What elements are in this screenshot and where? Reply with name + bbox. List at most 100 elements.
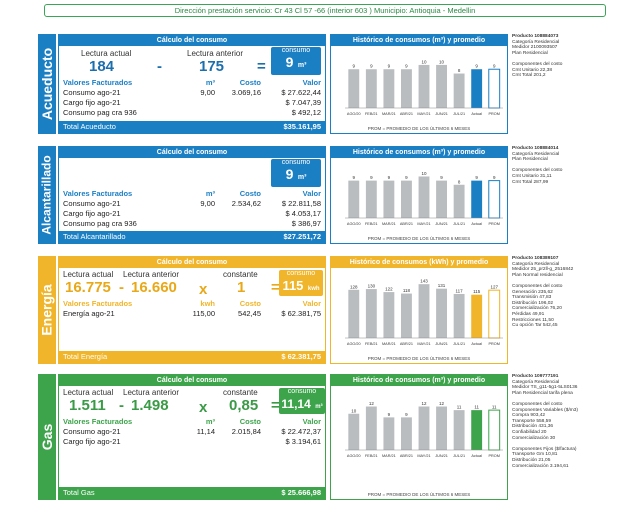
info-line: Transporte 558,59: [512, 418, 552, 424]
info-line: Cmt Unitario 31,11: [512, 173, 552, 179]
constante-label: constante: [223, 270, 258, 279]
equals-sign: =: [271, 279, 280, 296]
bar-mar-21: [383, 180, 395, 218]
consumo-label: consumo: [281, 159, 311, 166]
lectura-anterior-label: Lectura anterior: [123, 388, 180, 397]
info-line: Comercialización 3.194,61: [512, 463, 569, 469]
bar-feb-21: [365, 289, 377, 338]
alcantarillado-history-title: Histórico de consumos (m³) y promedio: [331, 147, 507, 158]
bar-feb-21: [365, 69, 377, 108]
bar-value-label: 9: [388, 64, 391, 69]
bar-jun-21: [436, 180, 447, 218]
consumo-label: consumo: [287, 388, 317, 395]
info-line: Cmt Total 201,2: [512, 73, 546, 79]
bar-jun-21: [436, 288, 447, 338]
month-label: Actual: [471, 454, 482, 458]
info-line: Transporte Gm 10,81: [512, 452, 558, 458]
month-label: AGO/20: [347, 222, 361, 226]
bar-value-label: 9: [405, 412, 408, 417]
bar-jun-21: [436, 406, 447, 450]
bar-feb-21: [365, 406, 377, 450]
energia-calc-title: Cálculo del consumo: [59, 257, 325, 268]
bar-prom: [488, 289, 501, 339]
lectura-actual-label: Lectura actual: [63, 388, 114, 397]
energia-info: Producto 108389107 Categoría Residencial M…: [512, 256, 610, 329]
bar-value-label: 10: [439, 59, 445, 64]
alcantarillado-tab: Alcantarillado: [38, 146, 56, 244]
month-label: FEB/21: [365, 454, 378, 458]
info-line: Producto 108884073: [512, 34, 559, 39]
consumo-value: 115: [282, 278, 304, 293]
info-line: Componentes del costo: [512, 168, 563, 174]
info-line: Componentes Fijos ($/factura): [512, 446, 577, 452]
table-row: Consumo pag cra 936 $ 492,12: [63, 108, 321, 117]
month-label: Actual: [471, 222, 482, 226]
alcantarillado-calc-title: Cálculo del consumo: [59, 147, 325, 158]
bar-value-label: 131: [438, 283, 446, 288]
table-header: Valores Facturados m³ Costo Valor: [63, 78, 321, 87]
info-line: Restricciones 11,50: [512, 317, 554, 323]
alcantarillado-calc-panel: Cálculo del consumo consumo 9 m³ Valores…: [58, 146, 326, 244]
month-label: AGO/20: [347, 112, 361, 116]
table-row: Cargo fijo ago-21 $ 4.053,17: [63, 209, 321, 218]
consumo-unit: kwh: [307, 286, 320, 292]
gas-info: Producto 109777191 Categoría Residencial M…: [512, 374, 610, 469]
info-line: Producto 108389107: [512, 256, 559, 261]
info-line: Confiabilidad 20: [512, 429, 547, 435]
bar-ago-20: [348, 289, 360, 338]
info-line: Compra 903,42: [512, 413, 546, 419]
bar-jul-21: [453, 184, 465, 218]
month-label: FEB/21: [365, 342, 378, 346]
consumo-value: 11,14: [281, 397, 311, 411]
bar-may-21: [418, 284, 430, 338]
bar-value-label: 10: [421, 171, 427, 176]
bar-prom: [488, 409, 501, 451]
info-line: Generación 235,62: [512, 289, 553, 295]
bar-ago-20: [348, 180, 360, 218]
times-sign: x: [199, 399, 208, 416]
gas-calc-panel: Cálculo del consumo Lectura actual Lectu…: [58, 374, 326, 500]
table-row: Consumo pag cra 936 $ 386,97: [63, 219, 321, 228]
lectura-anterior-value: 16.660: [131, 279, 177, 296]
gas-values-table: Valores Facturados m³ Costo Valor Consumo a…: [63, 417, 321, 447]
table-row: Consumo ago-21 9,00 3.069,16 $ 27.622,44: [63, 88, 321, 97]
bar-value-label: 10: [351, 408, 357, 413]
month-label: JUN/21: [435, 222, 448, 226]
bar-value-label: 11: [492, 405, 497, 410]
info-line: Producto 108884014: [512, 146, 559, 151]
info-line: Medidor 2100093507: [512, 45, 558, 51]
info-line: Componentes del costo: [512, 61, 563, 67]
lectura-anterior-value: 175: [199, 58, 225, 75]
gas-history-chart: 10 AGO/20 12 FEB/21 9 MAR/21 9 ABR/21 12 MAY/21 12…: [345, 401, 503, 458]
lectura-actual-label: Lectura actual: [63, 270, 114, 279]
info-line: Categoría Residencial: [512, 379, 560, 385]
month-label: FEB/21: [365, 112, 378, 116]
info-line: Categoría Residencial: [512, 151, 560, 157]
bar-actual: [471, 410, 483, 450]
month-label: MAR/21: [382, 112, 396, 116]
consumo-unit: m³: [315, 404, 323, 410]
consumo-box: consumo 9 m³: [271, 159, 321, 187]
table-header: Valores Facturados kwh Costo Valor: [63, 299, 321, 308]
info-line: Comercialización 30: [512, 435, 556, 441]
lectura-actual-label: Lectura actual: [81, 49, 132, 58]
consumo-unit: m³: [297, 174, 307, 181]
alcantarillado-history-chart: 9 AGO/20 9 FEB/21 9 MAR/21 9 ABR/21 10 MAY/21 9 JUN…: [345, 171, 503, 226]
alcantarillado-info: Producto 108884014 Categoría Residencial P…: [512, 146, 610, 185]
consumo-label: consumo: [281, 47, 311, 54]
energia-calc-panel: Cálculo del consumo Lectura actual Lectu…: [58, 256, 326, 364]
month-label: JUN/21: [435, 454, 448, 458]
bar-value-label: 9: [353, 175, 356, 180]
consumo-box: consumo 115 kwh: [279, 270, 323, 296]
address-banner: Dirección prestación servicio: Cr 43 Cl …: [44, 4, 606, 17]
lectura-actual-value: 16.775: [65, 279, 111, 296]
times-sign: x: [199, 281, 208, 298]
gas-tab: Gas: [38, 374, 56, 500]
info-line: Cu opción Tar 542,45: [512, 323, 558, 329]
info-line: Pérdidas 49,91: [512, 311, 545, 317]
bar-value-label: 9: [440, 175, 443, 180]
gas-section: Gas Cálculo del consumo Lectura actual L…: [38, 374, 610, 500]
alcantarillado-section: Alcantarillado Cálculo del consumo consu…: [38, 146, 610, 244]
bar-may-21: [418, 406, 430, 450]
consumo-value: 9: [285, 54, 294, 70]
